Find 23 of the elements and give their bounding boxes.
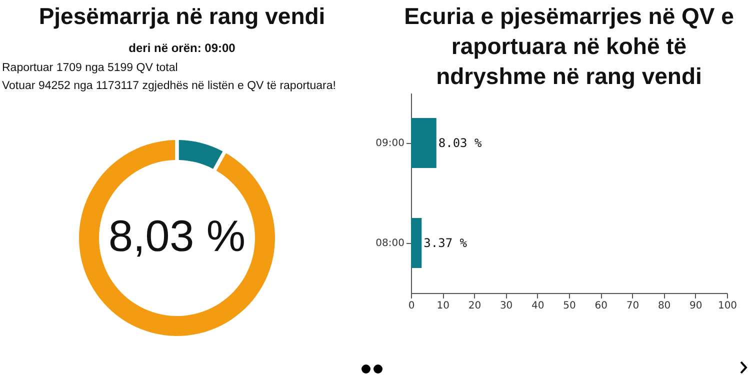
data-label: 8,03 % [108, 212, 246, 261]
chart-subtitle: deri në orën: 09:00 [128, 41, 236, 55]
data-label: 3.37 % [424, 236, 468, 250]
y-tick-label: 09:00 [376, 138, 404, 149]
x-tick-label: 30 [500, 300, 513, 312]
x-tick-label: 100 [718, 300, 738, 312]
x-tick-label: 60 [594, 300, 608, 312]
x-tick-label: 40 [532, 300, 544, 312]
x-tick-label: 50 [563, 300, 576, 312]
donut-slice [178, 140, 223, 169]
y-tick-label: 08:00 [376, 238, 404, 249]
x-tick-label: 90 [690, 300, 702, 312]
text: Raportuar 1709 nga 5199 QV total [2, 62, 178, 74]
data-label: 8.03 % [438, 136, 482, 150]
donut-slice [79, 140, 275, 336]
x-tick-label: 20 [468, 300, 482, 312]
x-tick-label: 10 [436, 300, 450, 312]
x-tick-label: 70 [626, 300, 640, 312]
chart-title: Pjesëmarrja në rang vendi [38, 3, 326, 29]
x-tick-label: 0 [408, 300, 415, 312]
x-tick-label: 80 [658, 300, 671, 312]
chart-title: Ecuria e pjesëmarrjes në QV e raportuara në kohë të ndryshme në rang vendi [404, 3, 734, 89]
text: Votuar 94252 nga 1173117 zgjedhës në listën e QV të raportuara! [2, 80, 336, 92]
